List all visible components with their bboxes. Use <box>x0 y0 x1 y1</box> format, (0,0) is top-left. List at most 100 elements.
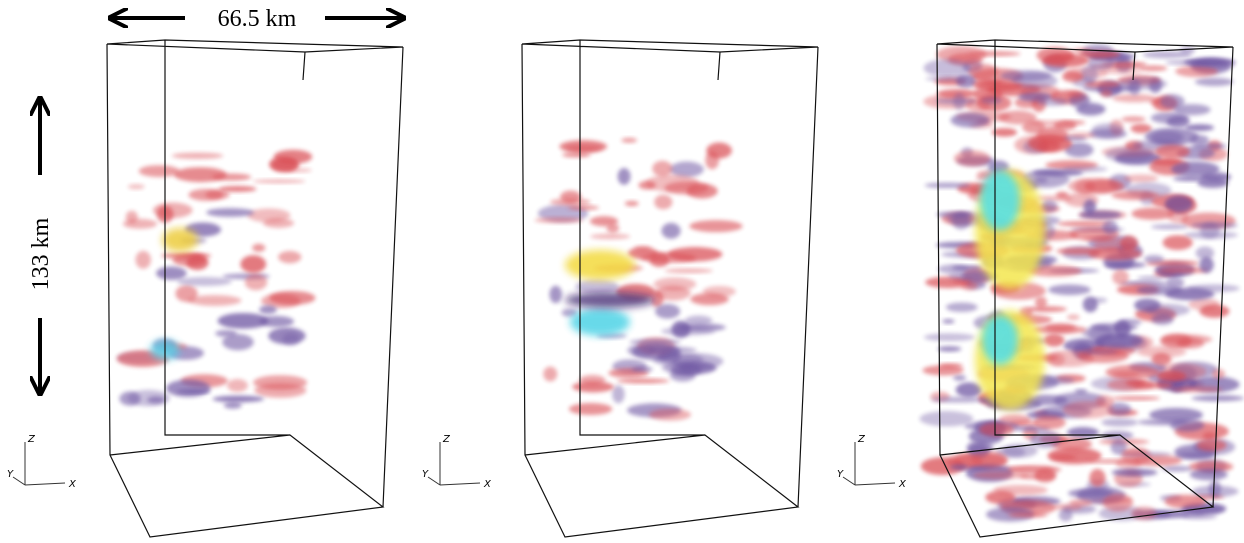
axis-label: X <box>483 479 492 490</box>
blob <box>630 339 681 345</box>
blob <box>1033 416 1065 430</box>
blob <box>1101 418 1137 426</box>
blob <box>1068 489 1114 498</box>
blob <box>953 93 965 111</box>
blob <box>1160 94 1185 109</box>
blob <box>924 59 971 77</box>
blob-core <box>980 170 1020 230</box>
blob <box>1036 195 1073 201</box>
blob <box>1068 91 1082 98</box>
blob <box>269 291 315 305</box>
blob <box>946 302 978 312</box>
blob <box>218 186 256 192</box>
blob <box>985 491 1015 504</box>
blob <box>1163 235 1193 250</box>
blob <box>282 333 299 346</box>
blob <box>654 195 672 210</box>
panel: ZYX <box>837 40 1244 537</box>
blob <box>188 189 223 201</box>
blob <box>218 313 269 329</box>
blob <box>252 244 265 252</box>
blob <box>126 211 138 224</box>
blob <box>971 451 1008 467</box>
blob <box>224 402 242 409</box>
blob <box>1067 132 1095 138</box>
blob <box>1122 448 1148 456</box>
blob <box>952 212 970 229</box>
blob <box>705 151 719 169</box>
blob <box>1134 298 1161 311</box>
blob <box>253 375 307 390</box>
blob <box>212 173 251 180</box>
blob <box>575 279 618 294</box>
blob <box>654 277 696 291</box>
blob <box>206 208 254 217</box>
blob <box>951 113 990 128</box>
blob <box>979 422 1014 436</box>
blob <box>1103 220 1118 234</box>
blob <box>1033 169 1084 176</box>
blob <box>1103 494 1133 512</box>
blob <box>612 385 625 403</box>
blob <box>253 179 306 183</box>
axis-label: Y <box>837 469 844 480</box>
blob <box>1123 174 1158 182</box>
blob <box>1145 128 1199 145</box>
blob <box>920 411 974 426</box>
blob <box>1111 191 1159 200</box>
blob <box>1112 270 1129 285</box>
panel: ZYX <box>422 40 818 537</box>
blob <box>1063 401 1114 418</box>
blob <box>166 380 210 397</box>
blob <box>1083 296 1098 312</box>
blob <box>172 254 206 266</box>
blob <box>1155 145 1190 159</box>
axis-label: Z <box>27 434 36 445</box>
blob <box>617 379 669 384</box>
blob <box>670 364 701 376</box>
blob <box>1161 334 1212 344</box>
blob-core <box>570 308 630 336</box>
blob <box>1100 69 1142 74</box>
blob-core <box>982 315 1018 365</box>
blob <box>139 165 179 177</box>
blob <box>1041 200 1057 212</box>
blob <box>956 74 976 88</box>
blob <box>240 255 266 273</box>
blob <box>147 396 164 403</box>
blob <box>1037 140 1060 152</box>
blob <box>1027 306 1067 312</box>
blob <box>950 464 967 470</box>
blob <box>550 198 591 205</box>
blob <box>259 305 277 314</box>
blob <box>924 333 975 341</box>
blob <box>263 218 294 228</box>
blob <box>1199 257 1213 273</box>
blob <box>1122 116 1146 122</box>
blob <box>227 379 248 392</box>
blob <box>652 161 672 177</box>
blob <box>1184 231 1238 239</box>
blob <box>1151 224 1188 229</box>
blob <box>664 268 712 273</box>
blob <box>278 251 301 263</box>
blob <box>974 81 1023 91</box>
blob <box>951 265 983 269</box>
blob <box>1035 297 1047 308</box>
blob <box>1167 116 1190 128</box>
axis-line <box>855 483 895 485</box>
blob <box>1190 469 1228 480</box>
blob <box>631 367 652 372</box>
blob <box>1051 455 1077 460</box>
blob <box>1197 178 1228 188</box>
blob <box>1196 439 1226 451</box>
blob <box>686 184 717 199</box>
blob <box>1139 65 1168 71</box>
blob <box>1069 499 1092 506</box>
blob <box>1172 161 1219 177</box>
blob <box>1174 452 1215 459</box>
blob <box>628 247 658 259</box>
axis-line <box>428 477 440 485</box>
axis-label: Y <box>422 469 429 480</box>
blob <box>1059 509 1073 522</box>
